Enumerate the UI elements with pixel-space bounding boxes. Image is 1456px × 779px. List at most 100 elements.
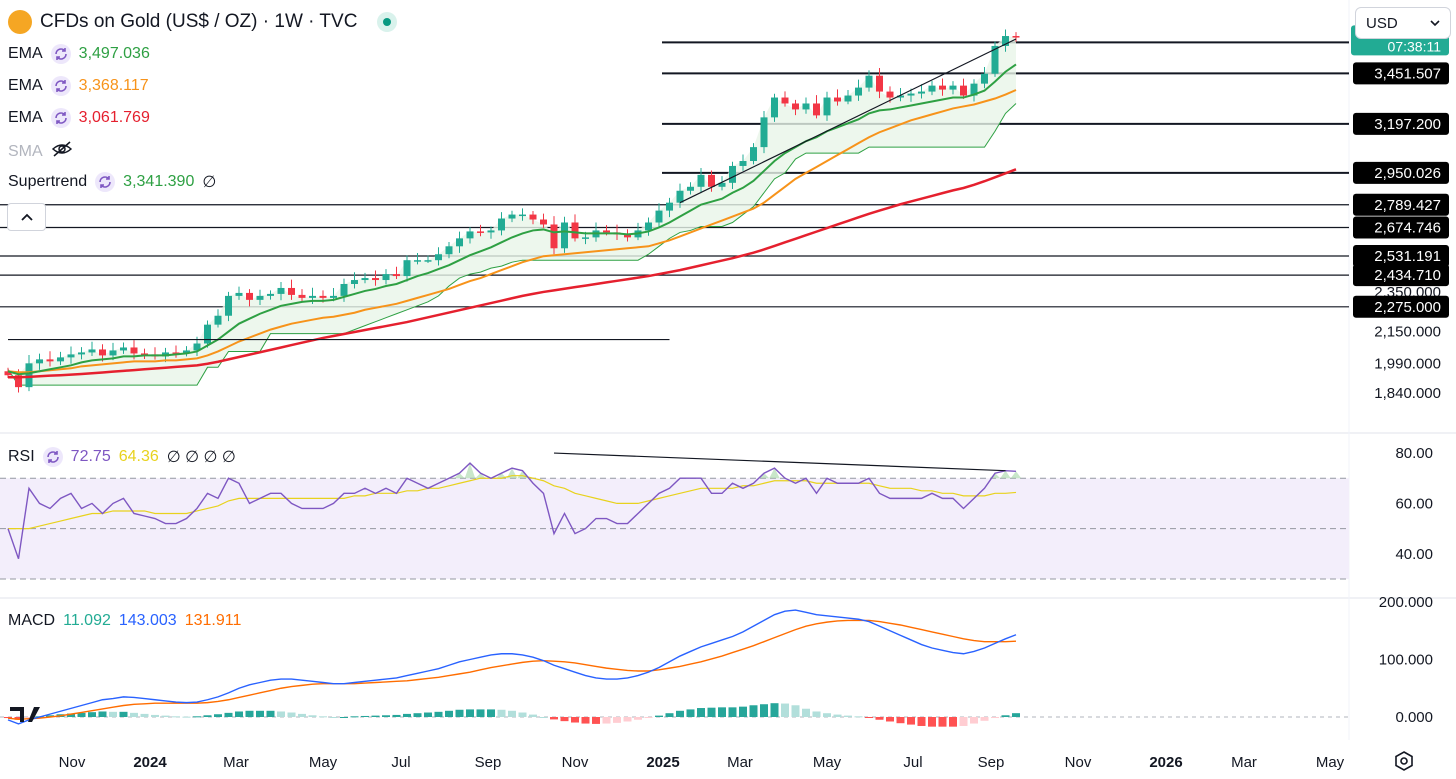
- hidden-eye-icon[interactable]: [51, 140, 73, 163]
- legend-ema-slow[interactable]: EMA 3,061.769: [8, 108, 150, 128]
- price-level-label: 2,434.710: [1374, 267, 1441, 284]
- chart-title: CFDs on Gold (US$ / OZ) · 1W · TVC: [8, 10, 398, 34]
- macd-histogram-bar: [959, 717, 968, 726]
- macd-histogram-bar: [392, 714, 401, 717]
- price-level-tag: [1353, 112, 1449, 135]
- price-level-tag: [1353, 295, 1449, 318]
- macd-histogram-bar: [833, 714, 842, 717]
- candle-body: [204, 324, 211, 344]
- macd-histogram-bar: [193, 716, 201, 718]
- macd-hist-value: 11.092: [63, 612, 111, 629]
- legend-label: EMA: [8, 77, 43, 94]
- time-axis-label: Jul: [391, 754, 410, 771]
- macd-histogram-bar: [256, 710, 264, 717]
- refresh-icon[interactable]: [50, 76, 71, 96]
- macd-histogram-bar: [308, 715, 317, 717]
- candle-body: [519, 214, 526, 217]
- legend-value: 3,497.036: [78, 45, 150, 62]
- macd-signal-line: [7, 619, 1017, 721]
- macd-histogram-bar: [266, 710, 275, 717]
- market-status-icon[interactable]: [377, 12, 398, 32]
- legend-supertrend[interactable]: Supertrend 3,341.390 ∅: [8, 172, 216, 192]
- candle-body: [130, 347, 138, 354]
- macd-histogram-bar: [896, 717, 905, 724]
- candle-body: [99, 349, 106, 356]
- macd-histogram-bar: [109, 711, 117, 717]
- macd-histogram-bar: [434, 711, 443, 717]
- macd-histogram-bar: [539, 717, 548, 718]
- macd-histogram-bar: [760, 704, 768, 717]
- candle-body: [844, 95, 852, 102]
- macd-histogram-bar: [518, 712, 527, 717]
- macd-histogram-bar: [980, 717, 989, 721]
- macd-histogram-bar: [592, 717, 600, 724]
- candle-body: [708, 174, 715, 187]
- collapse-legend-button[interactable]: [7, 203, 46, 231]
- candle-body: [477, 231, 484, 233]
- macd-histogram-bar: [791, 705, 800, 717]
- price-tick-label: 1,990.000: [1374, 355, 1441, 372]
- legend-ema-mid[interactable]: EMA 3,368.117: [8, 76, 149, 96]
- candle-body: [67, 354, 75, 358]
- candle-body: [225, 295, 232, 316]
- macd-histogram-bar: [917, 717, 926, 726]
- refresh-icon[interactable]: [95, 172, 116, 192]
- chevron-down-icon: [1430, 20, 1440, 27]
- refresh-icon[interactable]: [42, 447, 63, 467]
- supertrend-cloud: [8, 36, 1016, 386]
- macd-histogram-bar: [571, 717, 579, 723]
- time-axis-label: Nov: [59, 754, 86, 771]
- macd-histogram-bar: [119, 711, 128, 717]
- candle-body: [981, 73, 988, 84]
- legend-macd[interactable]: MACD 11.092 143.003 131.911: [8, 612, 241, 630]
- macd-histogram-bar: [865, 717, 873, 718]
- macd-histogram-bar: [749, 705, 758, 717]
- time-axis-label: Sep: [475, 754, 502, 771]
- currency-label: USD: [1366, 14, 1398, 32]
- macd-histogram-bar: [665, 713, 674, 717]
- macd-histogram-bar: [949, 717, 957, 727]
- gold-logo-icon: [8, 10, 32, 34]
- candle-body: [676, 190, 684, 203]
- legend-rsi[interactable]: RSI 72.75 64.36 ∅ ∅ ∅ ∅: [8, 447, 236, 467]
- candle-body: [582, 237, 589, 239]
- legend-label: RSI: [8, 448, 35, 465]
- rsi-signal-value: 64.36: [118, 448, 159, 465]
- candle-body: [781, 97, 789, 104]
- price-level-label: 2,950.026: [1374, 165, 1441, 182]
- candle-body: [529, 214, 537, 220]
- candle-body: [183, 350, 190, 354]
- candle-body: [15, 375, 22, 388]
- candle-body: [393, 274, 400, 277]
- macd-histogram-bar: [970, 717, 978, 724]
- legend-sma[interactable]: SMA: [8, 140, 73, 163]
- refresh-icon[interactable]: [50, 44, 71, 64]
- rsi-overbought-fill: [454, 463, 1022, 479]
- candle-body: [823, 97, 831, 116]
- price-tick-label: 2,150.000: [1374, 324, 1441, 341]
- macd-line-value: 143.003: [118, 612, 177, 629]
- macd-histogram-bar: [1012, 713, 1020, 717]
- candle-body: [645, 222, 652, 231]
- macd-histogram-bar: [214, 714, 222, 717]
- macd-histogram-bar: [686, 709, 695, 717]
- macd-histogram-bar: [67, 713, 75, 717]
- currency-select[interactable]: USD: [1355, 7, 1451, 39]
- legend-ema-fast[interactable]: EMA 3,497.036: [8, 44, 150, 64]
- candle-body: [886, 91, 894, 98]
- refresh-icon[interactable]: [50, 108, 71, 128]
- time-axis-label: May: [813, 754, 842, 771]
- candle-body: [372, 278, 379, 281]
- candle-body: [246, 292, 253, 300]
- rsi-line: [7, 462, 1017, 560]
- candle-body: [466, 231, 474, 239]
- candle-body: [277, 287, 285, 294]
- candle-body: [550, 224, 558, 249]
- settings-gear-icon[interactable]: [1392, 749, 1416, 773]
- macd-histogram-bar: [361, 715, 369, 717]
- price-level-tag: [1353, 62, 1449, 85]
- price-level-label: 2,674.746: [1374, 220, 1441, 237]
- price-level-label: 2,275.000: [1374, 299, 1441, 316]
- macd-histogram-bar: [928, 717, 936, 727]
